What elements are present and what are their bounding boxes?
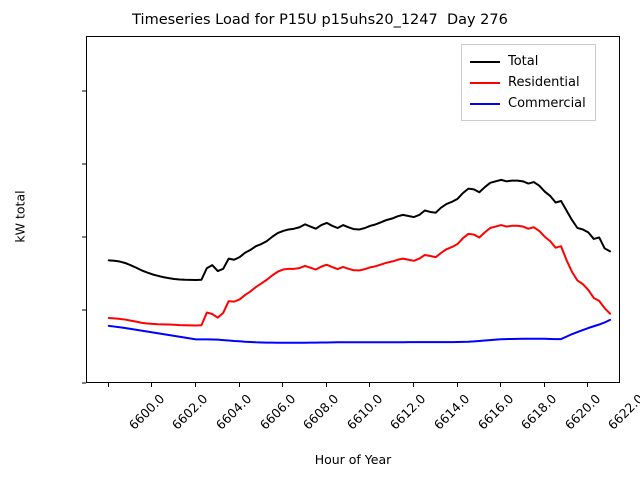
- series-line-total: [107, 178, 612, 282]
- x-tick-mark: [412, 383, 414, 387]
- y-tick-mark: [82, 163, 86, 165]
- x-tick-label: 6604.0: [212, 391, 255, 433]
- x-tick-label: 6612.0: [387, 391, 429, 433]
- x-tick-mark: [238, 383, 240, 387]
- x-tick-mark: [500, 383, 502, 387]
- legend-item-total[interactable]: Total: [470, 51, 586, 72]
- x-tick-mark: [587, 383, 589, 387]
- series-line-commercial: [107, 318, 612, 344]
- x-tick-mark: [194, 383, 196, 387]
- series-lines: [107, 178, 612, 344]
- x-tick-label: 6608.0: [299, 391, 342, 433]
- legend-swatch-residential: [470, 81, 500, 84]
- x-tick-label: 6602.0: [169, 391, 211, 433]
- legend-label: Commercial: [508, 96, 586, 111]
- x-tick-label: 6620.0: [561, 391, 604, 433]
- x-tick-mark: [107, 383, 109, 387]
- legend-item-residential[interactable]: Residential: [470, 72, 586, 93]
- y-tick-mark: [82, 236, 86, 238]
- x-tick-mark: [369, 383, 371, 387]
- series-line-residential: [107, 224, 612, 327]
- y-tick-mark: [82, 309, 86, 311]
- x-tick-label: 6622.0: [605, 391, 640, 433]
- x-tick-mark: [543, 383, 545, 387]
- legend-label: Residential: [508, 75, 580, 90]
- x-tick-label: 6614.0: [430, 391, 473, 433]
- chart-title: Timeseries Load for P15U p15uhs20_1247 D…: [132, 12, 508, 28]
- x-tick-mark: [151, 383, 153, 387]
- x-tick-label: 6606.0: [256, 391, 298, 433]
- legend-swatch-total: [470, 60, 500, 63]
- legend-label: Total: [508, 54, 539, 69]
- legend-swatch-commercial: [470, 102, 500, 105]
- x-tick-label: 6618.0: [517, 391, 560, 433]
- x-tick-mark: [282, 383, 284, 387]
- y-axis-label: kW total: [12, 190, 28, 243]
- x-tick-label: 6600.0: [125, 391, 168, 433]
- x-tick-label: 6616.0: [474, 391, 516, 433]
- y-tick-mark: [82, 90, 86, 92]
- x-tick-label: 6610.0: [343, 391, 386, 433]
- x-axis-label: Hour of Year: [314, 452, 392, 467]
- chart-legend: Total Residential Commercial: [461, 44, 596, 121]
- legend-item-commercial[interactable]: Commercial: [470, 93, 586, 114]
- x-tick-mark: [325, 383, 327, 387]
- x-tick-mark: [456, 383, 458, 387]
- y-tick-mark: [82, 382, 86, 384]
